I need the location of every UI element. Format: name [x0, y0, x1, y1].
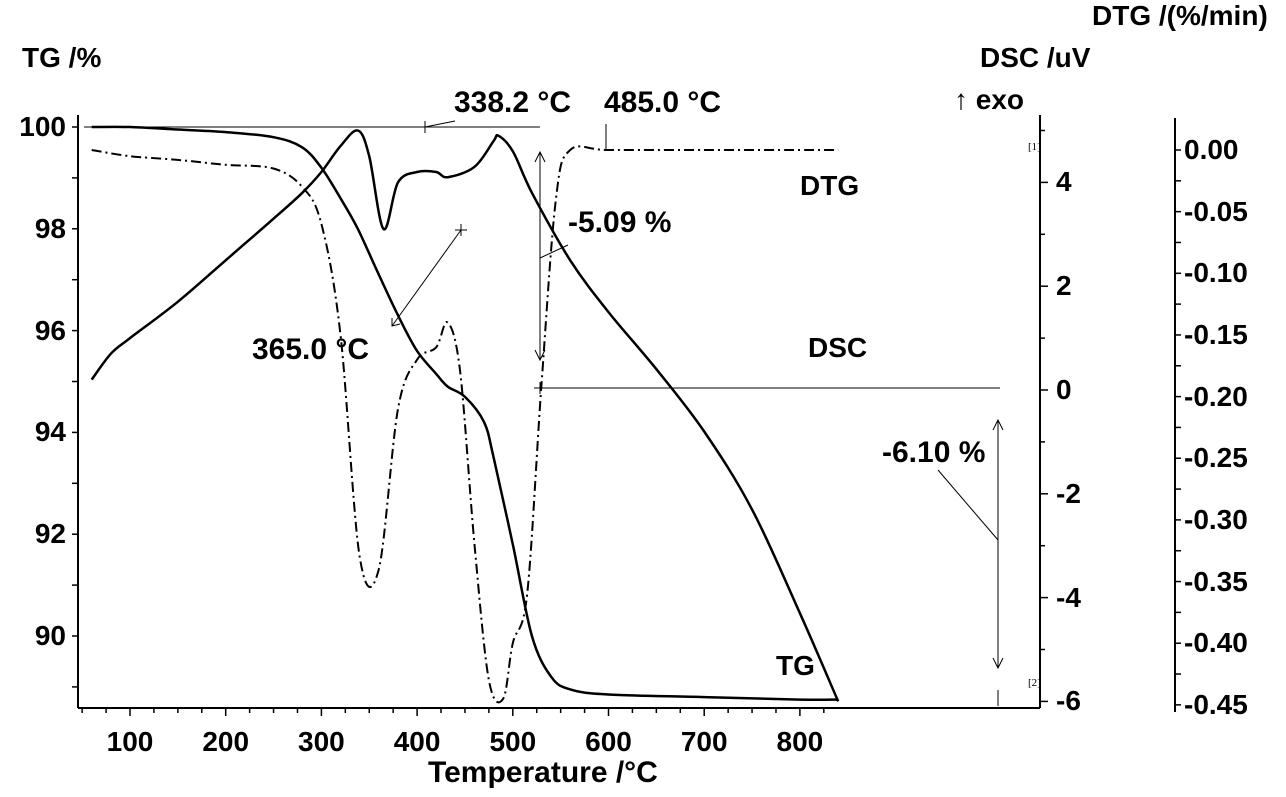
- dsc-tick-label: -2: [1056, 477, 1081, 509]
- dtg-tick-label: -0.20: [1184, 380, 1248, 412]
- dtg-tick-label: -0.45: [1184, 688, 1248, 720]
- annotation-lines: [84, 120, 1004, 706]
- annotation-338-2: 338.2 °C: [454, 86, 572, 119]
- x-tick-label: 300: [298, 726, 345, 757]
- x-tick-label: 700: [680, 726, 728, 757]
- plot-frame: [77, 115, 1176, 712]
- x-axis-title: Temperature /°C: [428, 756, 658, 789]
- annotation-365-0: 365.0 °C: [252, 333, 370, 366]
- x-tick-label: 400: [393, 726, 441, 757]
- dtg-tick-label: 0.00: [1184, 134, 1239, 165]
- curve-label-tg: TG: [776, 650, 815, 681]
- tg-tick-label: 90: [34, 620, 66, 651]
- marker-1: [1]: [1028, 141, 1041, 153]
- curve-label-dsc: DSC: [808, 332, 868, 363]
- curve-label-dtg: DTG: [800, 170, 860, 201]
- annotation-485-0: 485.0 °C: [604, 86, 722, 119]
- dtg-tick-label: -0.15: [1184, 318, 1248, 350]
- axis-ticks: [72, 126, 1181, 716]
- x-tick-label: 600: [585, 726, 632, 757]
- marker-2: [2]: [1028, 677, 1041, 689]
- x-tick-label: 100: [106, 726, 154, 757]
- dsc-curve: [90, 129, 840, 702]
- tg-tick-label: 92: [34, 518, 66, 550]
- x-tick-label: 200: [202, 726, 250, 757]
- dtg-axis-title: DTG /(%/min): [1092, 0, 1268, 31]
- x-tick-label: 800: [776, 726, 824, 757]
- tg-tick-label: 98: [34, 212, 66, 244]
- tg-tick-label: 100: [19, 111, 66, 142]
- dsc-tick-label: -4: [1056, 581, 1081, 613]
- tg-tick-label: 94: [34, 416, 66, 448]
- x-tick-label: 500: [489, 726, 537, 757]
- dtg-tick-label: -0.30: [1184, 503, 1248, 535]
- dsc-tick-label: 4: [1056, 166, 1072, 198]
- dsc-tick-label: 0: [1056, 374, 1072, 405]
- dsc-tick-label: 2: [1056, 270, 1072, 302]
- tg-tick-label: 96: [34, 314, 66, 346]
- dtg-tick-label: -0.25: [1184, 442, 1248, 474]
- dtg-tick-label: -0.05: [1184, 195, 1248, 227]
- dsc-tick-label: -6: [1056, 685, 1081, 717]
- dtg-tick-label: -0.35: [1184, 565, 1248, 597]
- dtg-curve: [91, 145, 839, 704]
- dsc-axis-title: DSC /uV: [980, 42, 1091, 73]
- annotation-mass-loss-5-09: -5.09 %: [568, 206, 672, 239]
- tg-curve: [91, 125, 839, 702]
- dtg-tick-label: -0.10: [1184, 257, 1248, 289]
- annotation-mass-loss-6-10: -6.10 %: [882, 436, 986, 469]
- tg-axis-title: TG /%: [22, 42, 102, 73]
- dtg-tick-label: -0.40: [1184, 627, 1248, 659]
- exo-direction-label: ↑ exo: [954, 84, 1025, 115]
